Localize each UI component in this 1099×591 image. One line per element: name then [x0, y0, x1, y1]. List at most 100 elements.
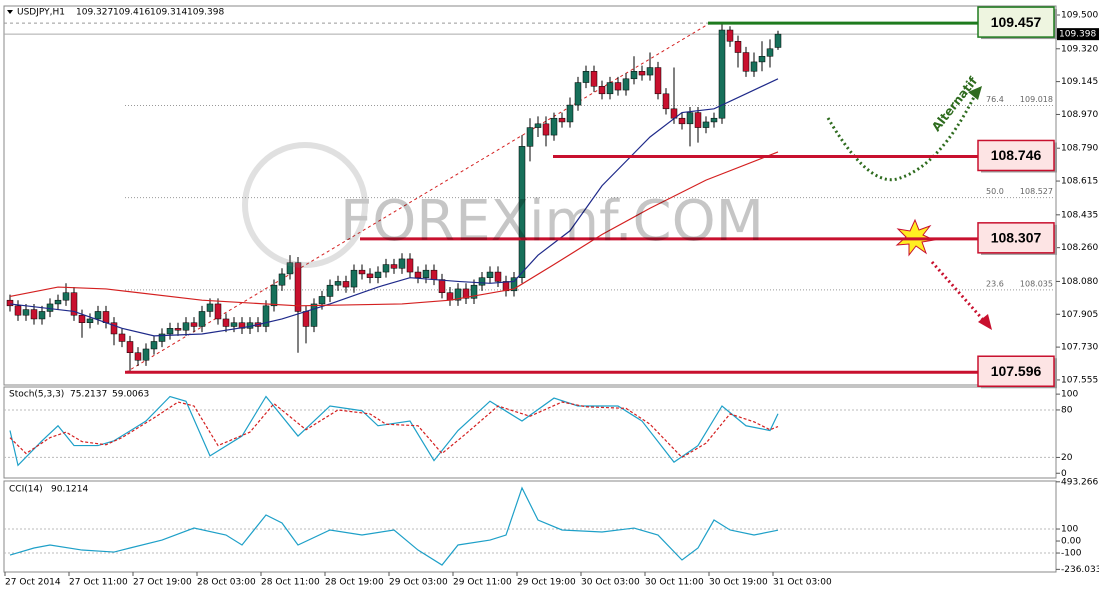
- indicator-line: [9, 395, 779, 467]
- candle-body: [766, 48, 774, 57]
- alt-arrow: [826, 94, 977, 182]
- price-tag-label: 109.398: [1059, 30, 1096, 40]
- fib-value: 109.018: [1020, 95, 1053, 104]
- candle-body: [46, 303, 54, 312]
- candle-body: [214, 303, 222, 320]
- candle-body: [262, 305, 270, 327]
- candle-body: [582, 71, 590, 83]
- candle-body: [22, 309, 30, 316]
- y-tick-label: 109.500: [1061, 11, 1098, 21]
- watermark: FOREXimf.COM: [242, 142, 764, 268]
- candle-body: [430, 269, 438, 280]
- candle-body: [566, 104, 574, 123]
- candle-body: [374, 271, 382, 278]
- level-box: [977, 355, 1055, 387]
- indicator-line: [9, 401, 779, 459]
- candle-body: [326, 284, 334, 297]
- candle-body: [118, 333, 126, 342]
- candle-body: [406, 258, 414, 273]
- candle-body: [102, 311, 110, 323]
- candle-body: [54, 299, 62, 305]
- y-tick-label: 0.00: [1061, 537, 1081, 547]
- candle-body: [710, 117, 718, 123]
- x-tick-label: 31 Oct 03:00: [773, 578, 832, 588]
- candle-body: [446, 292, 454, 301]
- cci-title: CCI(14): [9, 485, 43, 495]
- candle-body: [390, 264, 398, 269]
- candle-body: [190, 322, 198, 327]
- x-tick-label: 29 Oct 19:00: [517, 578, 576, 588]
- candle-body: [542, 123, 550, 136]
- y-tick-label: 108.970: [1061, 110, 1098, 120]
- level-label: 109.457: [991, 14, 1042, 30]
- candle-body: [486, 271, 494, 278]
- menu-icon: [7, 10, 13, 14]
- candle-body: [558, 117, 566, 123]
- x-tick-label: 27 Oct 2014: [5, 578, 61, 588]
- candle-body: [478, 277, 486, 286]
- candle-body: [198, 311, 206, 327]
- y-tick-label: 493.266: [1061, 477, 1098, 487]
- candle-body: [758, 56, 766, 63]
- candle-body: [590, 71, 598, 87]
- candle-body: [150, 341, 158, 350]
- down-arrowhead: [978, 314, 992, 330]
- y-tick-label: 109.145: [1061, 77, 1098, 87]
- y-tick-label: 100: [1061, 390, 1078, 400]
- candle-body: [126, 341, 134, 353]
- candle-body: [350, 269, 358, 288]
- candle-body: [702, 121, 710, 128]
- candle-body: [518, 146, 526, 278]
- candle-body: [30, 309, 38, 320]
- candle-body: [678, 117, 686, 125]
- low-value: 109.314: [150, 8, 187, 18]
- x-tick-label: 30 Oct 03:00: [581, 578, 640, 588]
- symbol-title: USDJPY,H1: [17, 8, 65, 18]
- y-tick-label: 108.435: [1061, 210, 1098, 220]
- candle-body: [742, 52, 750, 72]
- candle-body: [230, 322, 238, 327]
- candle-body: [294, 262, 302, 312]
- cci-panel: [3, 480, 1057, 573]
- candle-body: [270, 284, 278, 307]
- y-tick-label: -236.0332: [1061, 565, 1099, 575]
- fib-label: 50.0: [986, 187, 1004, 196]
- close-value: 109.398: [187, 8, 224, 18]
- indicator-line: [9, 486, 779, 566]
- candle-body: [182, 322, 190, 331]
- watermark-text: FOREXimf.COM: [340, 189, 764, 254]
- stoch-signal-value: 59.0063: [112, 390, 149, 400]
- open-value: 109.327: [76, 8, 113, 18]
- y-tick-label: 107.730: [1061, 343, 1098, 353]
- stoch-title: Stoch(5,3,3): [9, 390, 64, 400]
- y-tick-label: 108.260: [1061, 243, 1098, 253]
- x-tick-label: 27 Oct 19:00: [133, 578, 192, 588]
- candle-body: [62, 292, 70, 301]
- down-arrow: [930, 261, 987, 323]
- fib-value: 108.035: [1020, 279, 1053, 288]
- candle-body: [654, 67, 662, 95]
- y-tick-label: -100: [1061, 549, 1082, 559]
- level-label: 107.596: [991, 363, 1042, 379]
- x-tick-label: 28 Oct 11:00: [261, 578, 320, 588]
- level-box: [977, 6, 1055, 38]
- candle-body: [166, 328, 174, 335]
- candle-body: [686, 112, 694, 125]
- candle-body: [638, 71, 646, 76]
- candle-body: [366, 273, 374, 278]
- candle-body: [510, 277, 518, 292]
- level-label: 108.746: [991, 147, 1042, 163]
- candle-body: [38, 311, 46, 320]
- candle-body: [526, 127, 534, 147]
- fib-value: 108.527: [1020, 187, 1053, 196]
- y-tick-label: 108.790: [1061, 144, 1098, 154]
- candle-body: [86, 318, 94, 323]
- candle-body: [438, 279, 446, 293]
- watermark-logo: [242, 142, 368, 268]
- high-value: 109.416: [113, 8, 150, 18]
- candle-body: [494, 271, 502, 282]
- candle-body: [454, 288, 462, 301]
